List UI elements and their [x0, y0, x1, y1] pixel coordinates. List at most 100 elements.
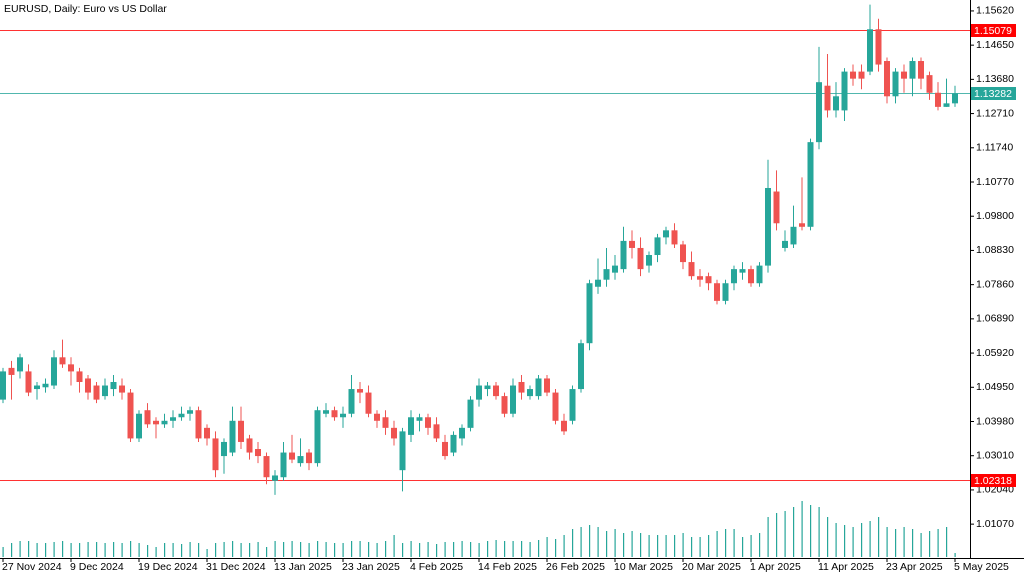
volume-bar: [342, 543, 344, 557]
candle-body: [510, 385, 516, 414]
volume-bar: [597, 527, 599, 557]
y-tick-label: 1.15620: [976, 5, 1014, 17]
candle-body: [799, 223, 805, 227]
x-tick-label: 27 Nov 2024: [2, 561, 62, 573]
level-label: 1.13282: [974, 88, 1012, 100]
candle-body: [578, 343, 584, 390]
x-tick-label: 23 Apr 2025: [886, 561, 943, 573]
volume-bar: [189, 542, 191, 557]
x-tick-label: 20 Mar 2025: [682, 561, 741, 573]
candle-body: [459, 427, 465, 439]
volume-bar: [708, 535, 710, 557]
volume-bar: [181, 544, 183, 557]
volume-bar: [546, 537, 548, 557]
candle-body: [765, 187, 771, 266]
volume-bar: [147, 545, 149, 557]
volume-bar: [835, 523, 837, 557]
candle-body: [229, 420, 236, 453]
y-tick-label: 1.03010: [976, 449, 1014, 461]
candle-body: [629, 240, 635, 248]
candle-body: [314, 410, 321, 464]
candle-body: [705, 276, 712, 284]
volume-bar: [172, 543, 174, 557]
candle-body: [272, 475, 278, 481]
candle-body: [195, 410, 202, 439]
candle-body: [297, 456, 304, 464]
volume-bar: [164, 543, 166, 557]
candle-body: [255, 449, 261, 457]
volume-bar: [572, 529, 574, 557]
volume-bar: [19, 541, 21, 557]
volume-bar: [28, 541, 30, 557]
candle-body: [399, 431, 406, 471]
candle-body: [68, 364, 74, 372]
candle-body: [110, 381, 117, 390]
candle-body: [603, 269, 610, 280]
volume-bar: [810, 505, 812, 557]
candle-body: [408, 417, 414, 435]
volume-bar: [920, 533, 922, 557]
candle-body: [76, 371, 83, 382]
candle-body: [450, 434, 457, 453]
candle-body: [637, 247, 644, 270]
level-box: [971, 87, 1016, 100]
level-label: 1.15079: [974, 25, 1012, 37]
candle-body: [161, 420, 168, 425]
candle-body: [416, 417, 423, 421]
candle-body: [331, 410, 338, 418]
volume-bar: [113, 542, 115, 557]
volume-bar: [325, 542, 327, 557]
volume-bar: [53, 542, 55, 557]
candle-body: [552, 392, 559, 421]
candle-body: [0, 371, 6, 400]
candle-body: [748, 269, 754, 284]
volume-bar: [614, 529, 616, 557]
candle-body: [501, 396, 508, 414]
candle-body: [935, 92, 941, 107]
volume-bar: [606, 531, 608, 557]
candle-body: [841, 71, 848, 111]
candle-body: [93, 385, 100, 400]
volume-bar: [351, 541, 353, 557]
candle-body: [773, 191, 780, 224]
candle-body: [433, 424, 440, 439]
volume-bar: [895, 529, 897, 557]
volume-bar: [716, 531, 718, 557]
y-tick-label: 1.12710: [976, 107, 1014, 119]
volume-bar: [555, 539, 557, 557]
volume-bar: [393, 535, 395, 557]
candle-body: [306, 452, 312, 464]
x-tick-label: 23 Jan 2025: [342, 561, 400, 573]
candle-body: [833, 96, 839, 111]
volume-bar: [623, 533, 625, 557]
volume-bar: [130, 541, 132, 557]
candle-body: [918, 61, 924, 79]
candle-body: [654, 237, 661, 256]
chart-title: EURUSD, Daily: Euro vs US Dollar: [4, 3, 167, 15]
volume-bar: [946, 527, 948, 557]
volume-bar: [521, 541, 523, 557]
candle-body: [943, 103, 950, 107]
candle-body: [884, 61, 890, 97]
volume-bar: [580, 527, 582, 557]
candle-body: [680, 244, 686, 263]
candle-body: [807, 142, 814, 227]
candle-body: [42, 383, 49, 388]
candle-body: [535, 378, 542, 397]
volume-bar: [257, 542, 259, 557]
candle-body: [263, 456, 270, 478]
candle-body: [714, 283, 720, 301]
candle-body: [340, 413, 346, 418]
volume-bar: [461, 541, 463, 557]
volume-bar: [427, 542, 429, 557]
candle-body: [102, 385, 108, 397]
volume-bar: [725, 529, 727, 557]
volume-bar: [861, 523, 863, 557]
volume-bar: [308, 543, 310, 557]
volume-bar: [79, 543, 81, 557]
volume-bar: [444, 542, 446, 557]
candle-body: [204, 427, 210, 439]
candle-body: [952, 93, 958, 104]
volume-bar: [818, 507, 820, 557]
candle-body: [34, 385, 40, 390]
